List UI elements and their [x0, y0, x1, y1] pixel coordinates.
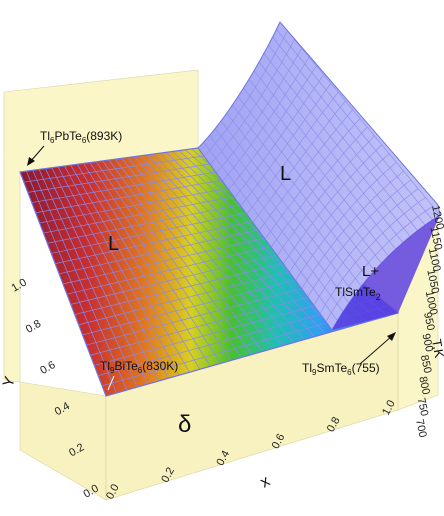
x-axis-title: x [258, 473, 273, 492]
z-axis-tick-label: 1150 [427, 226, 444, 252]
z-axis-tick-label: 1000 [423, 290, 440, 316]
two-phase-region [332, 215, 440, 330]
arrowhead-pb [27, 157, 35, 166]
region-label-two-phase: L+ [362, 263, 379, 280]
z-axis-tick-label: 750 [415, 397, 431, 417]
arrow-bi [107, 375, 115, 391]
point-label-pb: Tl6PbTe6(893K) [40, 129, 122, 145]
z-axis-tick-label: 1200 [429, 204, 444, 230]
base-floor [19, 381, 107, 501]
region-label-liquid-surface: L [280, 163, 291, 185]
region-label-liquid-flat: L [108, 233, 119, 255]
z-axis-tick-label: 1050 [424, 268, 441, 294]
z-axis-title: T,K [429, 338, 444, 359]
point-label-sm: Tl9SmTe6(755) [302, 361, 380, 377]
point-label-bi: Tl9BiTe6(830K) [100, 359, 178, 375]
z-axis-tick-label: 900 [419, 333, 435, 353]
region-label-solid: δ [178, 411, 191, 438]
z-axis-tick-label: 850 [418, 354, 434, 374]
z-axis-tick-label: 800 [416, 375, 432, 395]
arrow-sm [359, 335, 393, 365]
region-label-two-phase-phase: TlSmTe2 [335, 285, 381, 302]
z-axis-tick-label: 700 [413, 418, 429, 438]
z-axis-tick-label: 1100 [426, 247, 443, 273]
z-axis-tick-label: 950 [421, 311, 437, 331]
arrowhead-sm [387, 332, 396, 341]
